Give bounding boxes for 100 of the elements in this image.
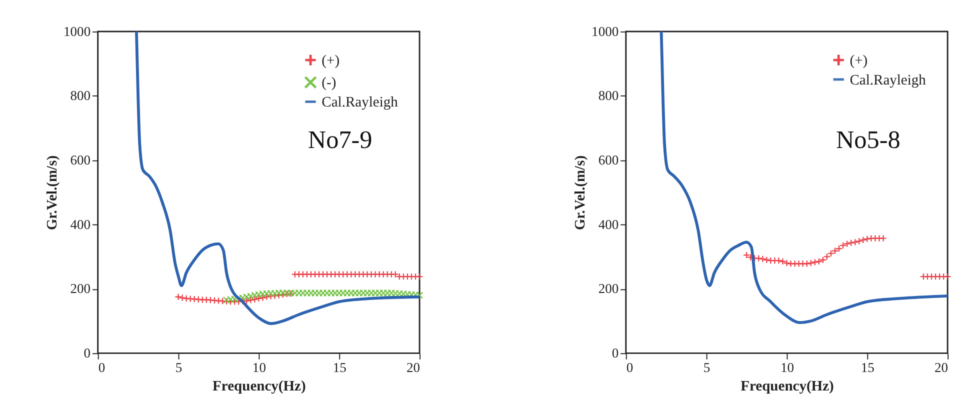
point xyxy=(811,258,819,266)
point xyxy=(860,236,867,244)
legend-label: Cal.Rayleigh xyxy=(850,72,927,88)
point xyxy=(319,289,327,297)
y-tick-label: 800 xyxy=(70,88,91,104)
y-tick-label: 0 xyxy=(612,346,619,361)
point xyxy=(344,289,351,297)
point xyxy=(364,289,371,297)
x-tick-label: 10 xyxy=(780,360,794,376)
point xyxy=(855,238,863,245)
point xyxy=(928,272,936,280)
point xyxy=(932,272,940,280)
legend-label: (+) xyxy=(850,52,868,69)
point xyxy=(843,240,851,248)
point xyxy=(819,256,827,264)
point xyxy=(872,234,879,242)
point xyxy=(295,289,303,297)
point xyxy=(864,235,871,243)
point xyxy=(839,242,847,250)
point xyxy=(380,289,387,297)
y-tick-label: 1000 xyxy=(64,24,91,39)
point xyxy=(851,238,859,246)
legend-label: (+) xyxy=(322,52,340,69)
point xyxy=(307,289,315,297)
point xyxy=(259,290,266,298)
y-axis-title: Gr.Vel.(m/s) xyxy=(44,155,61,230)
point xyxy=(242,293,250,301)
point xyxy=(372,289,379,297)
y-tick-label: 400 xyxy=(598,216,619,232)
point xyxy=(368,289,375,297)
point xyxy=(823,253,831,260)
point xyxy=(271,290,278,297)
point xyxy=(311,289,319,297)
point xyxy=(315,289,323,297)
y-tick-label: 600 xyxy=(598,152,619,168)
point xyxy=(263,290,270,298)
point xyxy=(767,256,774,264)
point xyxy=(936,272,944,280)
point xyxy=(758,255,766,263)
line-series xyxy=(135,31,420,326)
y-axis-title: Gr.Vel.(m/s) xyxy=(572,155,589,230)
x-axis-title: Frequency(Hz) xyxy=(740,378,834,394)
x-tick-label: 20 xyxy=(934,360,948,376)
point xyxy=(275,289,282,297)
point xyxy=(775,256,782,264)
y-tick-label: 1000 xyxy=(592,24,619,39)
point xyxy=(876,234,883,242)
point xyxy=(247,292,254,300)
x-tick-label: 15 xyxy=(332,360,347,376)
y-tick-label: 0 xyxy=(84,346,91,361)
point xyxy=(924,272,932,280)
point xyxy=(787,260,794,268)
annotation: No5-8 xyxy=(836,126,900,154)
point xyxy=(940,272,948,280)
point xyxy=(754,254,762,262)
point xyxy=(827,250,835,258)
point xyxy=(831,247,839,255)
x-tick-label: 5 xyxy=(175,360,182,376)
point xyxy=(299,289,307,297)
x-tick-label: 20 xyxy=(406,360,420,376)
point xyxy=(742,251,750,259)
point xyxy=(267,290,274,297)
point xyxy=(779,258,786,266)
point xyxy=(384,289,392,297)
point xyxy=(944,272,952,280)
point xyxy=(835,244,843,252)
point xyxy=(880,234,887,242)
point xyxy=(356,289,363,297)
x-tick-label: 15 xyxy=(860,360,875,376)
point xyxy=(803,260,811,268)
point xyxy=(388,289,396,297)
point xyxy=(783,259,790,267)
point xyxy=(352,289,359,297)
x-tick-label: 0 xyxy=(98,360,106,376)
annotation: No7-9 xyxy=(308,126,372,154)
point xyxy=(392,290,400,297)
point xyxy=(791,260,798,268)
point xyxy=(339,289,347,297)
point xyxy=(868,234,875,242)
point xyxy=(920,272,928,280)
point xyxy=(795,260,802,268)
y-tick-label: 400 xyxy=(70,216,91,232)
y-tick-label: 800 xyxy=(598,88,619,104)
y-tick-label: 200 xyxy=(598,281,619,296)
point xyxy=(226,296,234,304)
point xyxy=(807,259,815,267)
point xyxy=(327,289,335,297)
line-series xyxy=(660,31,948,324)
point xyxy=(771,256,778,264)
point xyxy=(238,294,246,302)
point xyxy=(847,239,855,246)
x-tick-label: 10 xyxy=(252,360,266,376)
point xyxy=(348,289,355,297)
y-tick-label: 600 xyxy=(70,152,91,168)
point xyxy=(331,289,339,297)
x-tick-label: 5 xyxy=(703,360,710,376)
point xyxy=(799,260,806,268)
point xyxy=(291,289,299,297)
point xyxy=(251,292,258,299)
point xyxy=(255,290,262,298)
